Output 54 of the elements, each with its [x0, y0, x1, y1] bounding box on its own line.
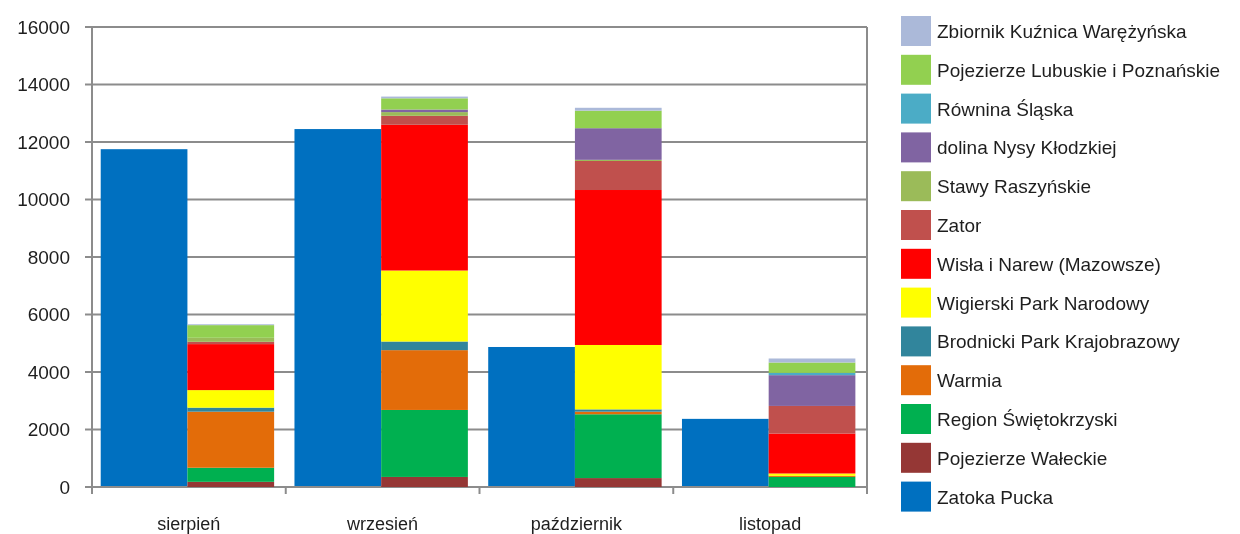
- bar: [381, 270, 468, 342]
- bar: [768, 476, 856, 487]
- bar: [187, 467, 275, 482]
- bar: [187, 407, 275, 412]
- y-tick-label: 8000: [27, 246, 70, 268]
- bar: [187, 337, 275, 342]
- bar: [574, 160, 662, 191]
- bar: [187, 344, 275, 391]
- y-tick-label: 14000: [17, 74, 70, 95]
- legend-label: Zator: [937, 214, 983, 236]
- legend-label: Wigierski Park Narodowy: [937, 292, 1150, 314]
- bar: [574, 190, 662, 345]
- bar: [381, 409, 468, 477]
- bar: [187, 411, 275, 468]
- bar: [574, 107, 662, 111]
- legend-label: Brodnicki Park Krajobrazowy: [937, 330, 1181, 352]
- legend-label: Pojezierze Lubuskie i Poznańskie: [937, 59, 1221, 81]
- bar: [187, 481, 275, 487]
- bar: [381, 98, 468, 110]
- bar: [768, 375, 856, 406]
- legend-label: Pojezierze Wałeckie: [937, 447, 1108, 469]
- bar: [100, 149, 188, 487]
- bar: [768, 362, 856, 373]
- y-tick-label: 2000: [27, 419, 70, 440]
- y-tick-label: 10000: [17, 189, 70, 210]
- bar: [187, 390, 275, 408]
- x-tick-label: sierpień: [157, 514, 221, 534]
- legend-label: Zbiornik Kuźnica Warężyńska: [937, 20, 1187, 42]
- bar: [488, 346, 575, 487]
- bar: [574, 110, 662, 129]
- bar: [574, 128, 662, 160]
- legend-label: dolina Nysy Kłodzkiej: [937, 136, 1117, 158]
- legend-label: Region Świętokrzyski: [937, 408, 1118, 430]
- bar: [381, 476, 468, 487]
- legend-label: Zatoka Pucka: [937, 486, 1054, 508]
- y-tick-label: 12000: [17, 131, 70, 153]
- bar: [381, 115, 468, 125]
- legend-label: Stawy Raszyńskie: [937, 175, 1092, 197]
- y-tick-label: 6000: [27, 304, 70, 325]
- y-tick-label: 16000: [17, 16, 70, 38]
- x-tick-label: październik: [530, 514, 623, 534]
- bar: [768, 358, 856, 363]
- x-tick-label: wrzesień: [346, 514, 419, 534]
- bar: [381, 350, 468, 410]
- legend-label: Równina Śląska: [937, 98, 1074, 120]
- bar: [187, 325, 275, 338]
- y-tick-label: 0: [59, 476, 70, 498]
- bar: [294, 129, 382, 487]
- bar: [381, 341, 468, 351]
- bar: [574, 478, 662, 487]
- x-tick-label: listopad: [739, 514, 802, 534]
- y-tick-label: 4000: [27, 361, 70, 383]
- legend-label: Warmia: [937, 369, 1003, 391]
- legend-label: Wisła i Narew (Mazowsze): [937, 253, 1161, 275]
